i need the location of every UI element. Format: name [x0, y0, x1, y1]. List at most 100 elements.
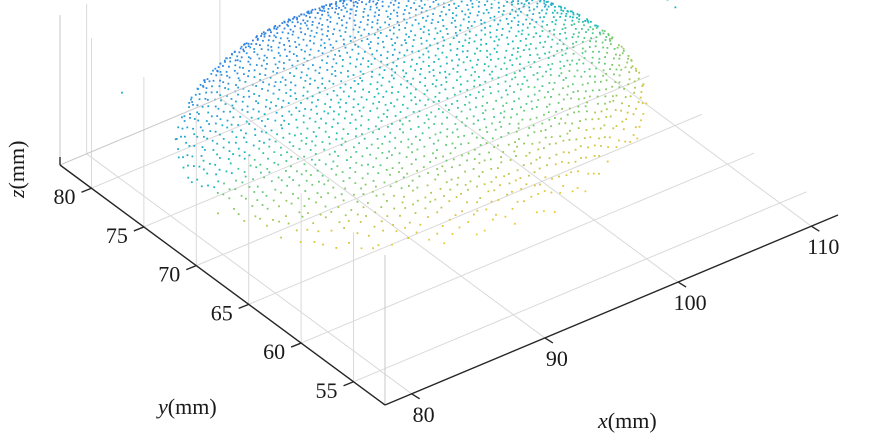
cloud-point: [621, 120, 624, 123]
cloud-point: [418, 110, 421, 113]
cloud-point: [505, 102, 508, 104]
cloud-point: [215, 74, 218, 77]
cloud-point: [422, 53, 425, 56]
cloud-point: [415, 103, 417, 106]
cloud-point: [303, 205, 306, 207]
cloud-point: [328, 136, 330, 138]
cloud-point: [500, 96, 503, 99]
cloud-point: [502, 104, 504, 107]
cloud-point: [512, 47, 515, 50]
cloud-point: [454, 32, 457, 34]
cloud-point: [346, 10, 348, 13]
cloud-point: [456, 100, 459, 102]
cloud-point: [592, 50, 594, 53]
cloud-point: [349, 0, 352, 2]
cloud-point: [397, 57, 399, 60]
cloud-point: [416, 148, 419, 151]
cloud-point: [523, 76, 526, 78]
cloud-point: [431, 83, 434, 85]
cloud-point: [414, 69, 417, 72]
cloud-point: [552, 88, 555, 91]
cloud-point: [255, 85, 257, 87]
cloud-point: [523, 200, 525, 203]
cloud-point: [536, 2, 539, 5]
cloud-point: [577, 98, 580, 101]
cloud-point: [276, 133, 278, 136]
cloud-point: [497, 199, 500, 201]
cloud-point: [473, 158, 476, 160]
cloud-point: [507, 23, 509, 25]
cloud-point: [428, 33, 430, 36]
cloud-point: [605, 79, 608, 82]
cloud-point: [349, 56, 352, 59]
cloud-point: [466, 117, 468, 120]
cloud-point: [437, 58, 440, 61]
cloud-point: [445, 159, 448, 162]
cloud-point: [417, 115, 419, 118]
cloud-point: [408, 120, 411, 122]
cloud-point: [627, 55, 630, 57]
cloud-point: [525, 18, 528, 21]
cloud-point: [320, 196, 323, 198]
cloud-point: [614, 81, 617, 83]
cloud-point: [621, 52, 624, 55]
cloud-point: [349, 40, 352, 42]
cloud-point: [436, 149, 438, 151]
cloud-point: [379, 66, 381, 69]
cloud-point: [531, 142, 534, 145]
cloud-point: [618, 139, 620, 142]
cloud-point: [273, 34, 276, 37]
cloud-point: [450, 22, 453, 24]
cloud-point: [308, 117, 311, 120]
cloud-point: [437, 173, 439, 176]
cloud-point: [476, 185, 478, 188]
cloud-point: [298, 211, 301, 214]
cloud-point: [314, 79, 316, 82]
cloud-point: [376, 107, 379, 110]
cloud-point: [467, 152, 470, 155]
cloud-point: [583, 97, 586, 100]
cloud-point: [369, 83, 372, 86]
cloud-point: [306, 97, 309, 100]
cloud-point: [321, 59, 323, 62]
cloud-point: [216, 142, 219, 145]
cloud-point: [625, 118, 627, 121]
cloud-point: [560, 6, 563, 9]
cloud-point: [535, 21, 538, 23]
cloud-point: [289, 72, 291, 74]
cloud-point: [620, 109, 622, 112]
cloud-point: [427, 98, 430, 101]
cloud-point: [308, 53, 311, 56]
cloud-point: [403, 18, 406, 21]
cloud-point: [181, 116, 183, 119]
cloud-point: [266, 56, 268, 59]
cloud-point: [458, 226, 461, 229]
cloud-point: [352, 28, 355, 31]
cloud-point: [561, 107, 563, 110]
cloud-point: [359, 70, 362, 73]
cloud-point: [559, 192, 561, 194]
cloud-point: [598, 155, 601, 157]
cloud-point: [298, 110, 301, 113]
cloud-point: [380, 220, 383, 223]
cloud-point: [280, 124, 283, 126]
cloud-point: [378, 73, 381, 76]
cloud-point: [578, 18, 581, 21]
cloud-point: [265, 194, 268, 197]
cloud-point: [434, 115, 437, 118]
cloud-point: [494, 65, 497, 68]
cloud-point: [624, 66, 627, 69]
cloud-point: [525, 183, 528, 186]
cloud-point: [427, 216, 429, 218]
cloud-point: [217, 107, 220, 110]
cloud-point: [514, 10, 517, 13]
cloud-point: [491, 77, 494, 80]
cloud-point: [466, 4, 469, 6]
cloud-point: [467, 221, 470, 223]
cloud-point: [283, 62, 285, 64]
cloud-point: [369, 110, 372, 112]
cloud-point: [192, 103, 194, 106]
cloud-point: [356, 200, 359, 203]
cloud-point: [517, 0, 520, 2]
cloud-point: [292, 53, 295, 55]
